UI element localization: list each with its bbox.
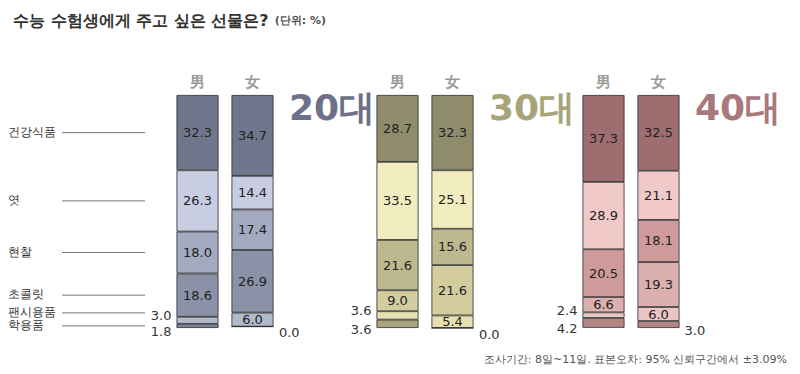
svg-text:34.7: 34.7 (238, 128, 267, 143)
svg-text:20대: 20대 (289, 87, 375, 128)
svg-text:32.3: 32.3 (183, 125, 212, 140)
svg-text:조사기간: 8일~11일. 표본오차: 95% 신뢰구간에서: 조사기간: 8일~11일. 표본오차: 95% 신뢰구간에서 ±3.09% (484, 353, 787, 366)
svg-text:33.5: 33.5 (383, 193, 412, 208)
svg-text:엿: 엿 (8, 193, 20, 207)
svg-text:6.6: 6.6 (593, 297, 614, 312)
svg-text:26.9: 26.9 (238, 274, 267, 289)
svg-text:28.7: 28.7 (383, 121, 412, 136)
svg-text:女: 女 (244, 73, 260, 91)
svg-text:25.1: 25.1 (438, 192, 467, 207)
svg-text:건강식품: 건강식품 (8, 125, 56, 139)
svg-text:男: 男 (389, 73, 405, 91)
svg-text:19.3: 19.3 (644, 277, 673, 292)
svg-text:37.3: 37.3 (589, 131, 618, 146)
svg-text:40대: 40대 (695, 87, 781, 128)
svg-text:팬시용품: 팬시용품 (8, 305, 56, 319)
svg-text:男: 男 (595, 73, 611, 91)
svg-text:5.4: 5.4 (442, 314, 463, 329)
svg-text:15.6: 15.6 (438, 239, 467, 254)
svg-text:현찰: 현찰 (8, 245, 32, 259)
svg-text:17.4: 17.4 (238, 222, 267, 237)
svg-text:女: 女 (650, 73, 666, 91)
svg-text:4.2: 4.2 (557, 321, 578, 336)
svg-text:2.4: 2.4 (557, 303, 578, 318)
svg-text:3.0: 3.0 (685, 323, 706, 338)
svg-text:14.4: 14.4 (238, 185, 267, 200)
svg-text:21.6: 21.6 (438, 283, 467, 298)
svg-text:32.3: 32.3 (438, 125, 467, 140)
svg-text:6.0: 6.0 (648, 307, 669, 322)
svg-text:3.6: 3.6 (351, 303, 372, 318)
svg-text:18.6: 18.6 (183, 288, 212, 303)
svg-text:18.1: 18.1 (644, 233, 673, 248)
svg-text:30대: 30대 (489, 87, 575, 128)
svg-text:21.6: 21.6 (383, 258, 412, 273)
svg-text:학용품: 학용품 (8, 318, 44, 332)
svg-text:3.0: 3.0 (151, 308, 172, 323)
svg-text:26.3: 26.3 (183, 193, 212, 208)
svg-text:18.0: 18.0 (183, 245, 212, 260)
svg-text:32.5: 32.5 (644, 125, 673, 140)
svg-text:(단위: %): (단위: %) (275, 14, 326, 27)
svg-text:女: 女 (444, 73, 460, 91)
svg-text:1.8: 1.8 (151, 324, 172, 339)
svg-text:수능 수험생에게 주고 싶은 선물은?: 수능 수험생에게 주고 싶은 선물은? (13, 11, 269, 30)
svg-text:0.0: 0.0 (279, 325, 300, 340)
svg-text:0.0: 0.0 (479, 327, 500, 342)
svg-text:9.0: 9.0 (387, 293, 408, 308)
svg-text:男: 男 (189, 73, 205, 91)
svg-text:3.6: 3.6 (351, 322, 372, 337)
svg-text:초콜릿: 초콜릿 (8, 287, 44, 301)
svg-text:28.9: 28.9 (589, 208, 618, 223)
svg-text:6.0: 6.0 (242, 312, 263, 327)
svg-text:20.5: 20.5 (589, 266, 618, 281)
svg-text:21.1: 21.1 (644, 188, 673, 203)
